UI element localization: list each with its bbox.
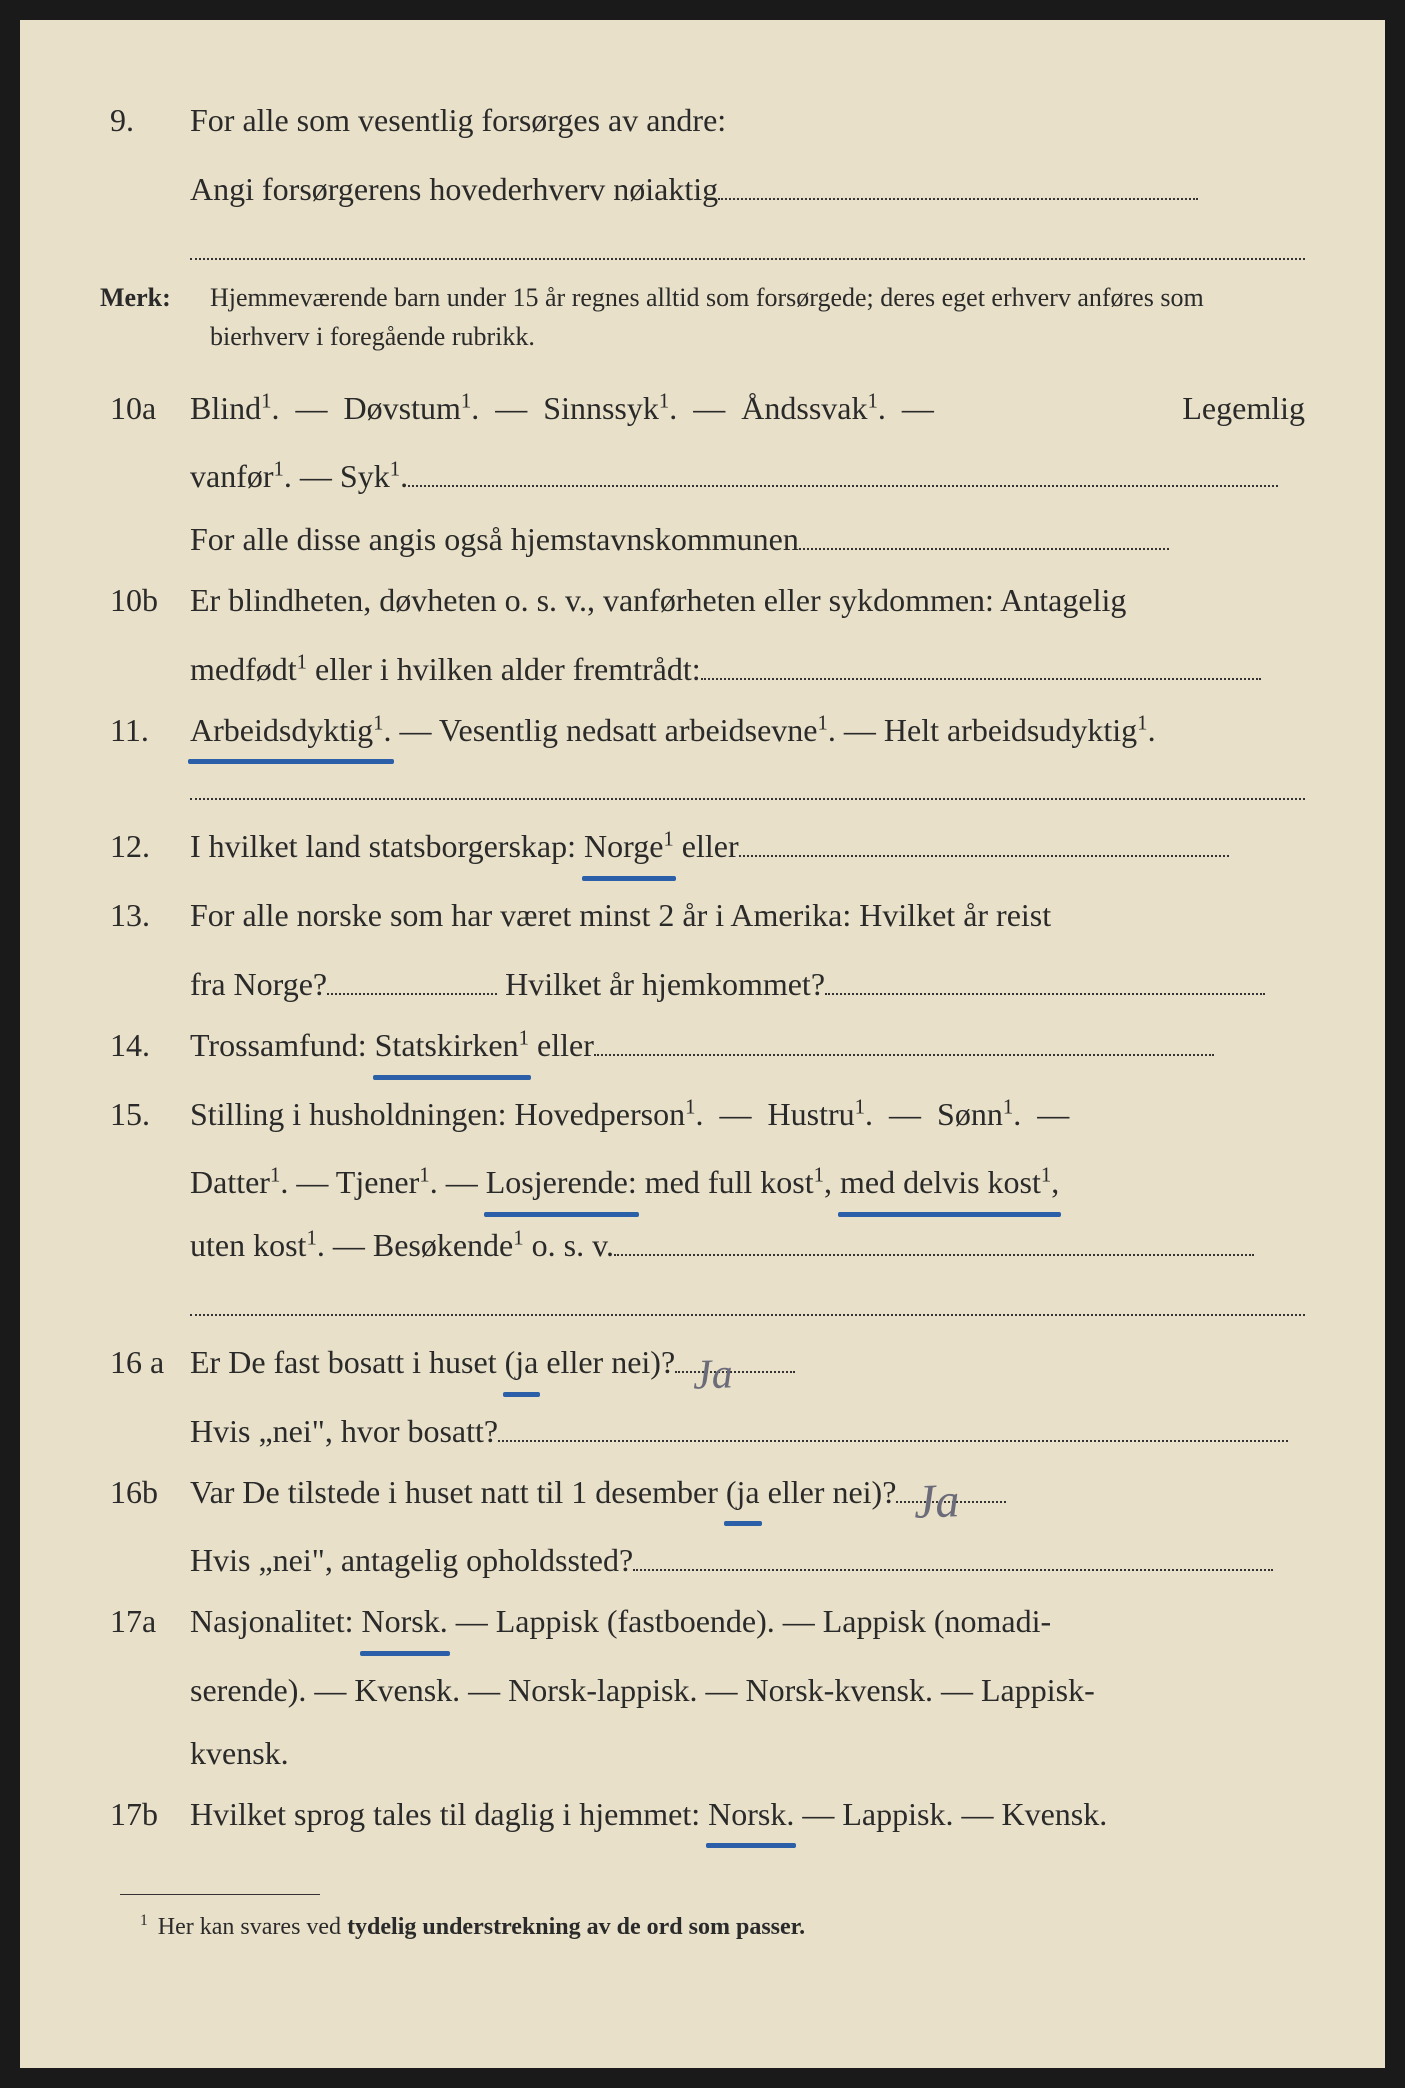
footnote: 1Her kan svares ved tydelig understrekni… (100, 1905, 1305, 1951)
q15-line3: uten kost1. — Besøkende1 o. s. v. (190, 1215, 1305, 1276)
question-11: 11. Arbeidsdyktig1. — Vesentlig nedsatt … (100, 700, 1305, 761)
q13-line1: For alle norske som har været minst 2 år… (190, 885, 1305, 946)
q13-line2: fra Norge? Hvilket år hjemkommet? (190, 954, 1305, 1015)
q16a-ja-underlined: (ja (505, 1332, 539, 1393)
census-form-page: 9. For alle som vesentlig forsørges av a… (20, 20, 1385, 2068)
merk-label: Merk: (100, 278, 210, 356)
q17b-content: Hvilket sprog tales til daglig i hjemmet… (190, 1784, 1305, 1845)
footnote-separator (120, 1894, 320, 1895)
q16b-number: 16b (100, 1462, 190, 1523)
q10a-line3: For alle disse angis også hjemstavnskomm… (190, 521, 799, 557)
q14-statskirken-underlined: Statskirken1 (375, 1015, 529, 1076)
q17a-line3: kvensk. (190, 1723, 1305, 1784)
question-14: 14. Trossamfund: Statskirken1 eller (100, 1015, 1305, 1076)
question-12: 12. I hvilket land statsborgerskap: Norg… (100, 816, 1305, 877)
q10b-number: 10b (100, 570, 190, 631)
q15-losjerende-underlined: Losjerende: (486, 1152, 637, 1213)
q17b-number: 17b (100, 1784, 190, 1845)
q13-number: 13. (100, 885, 190, 946)
q12-number: 12. (100, 816, 190, 877)
q15-blank (190, 1292, 1305, 1316)
q16b-ja-underlined: (ja (726, 1462, 760, 1523)
q16a-answer: Ja (692, 1335, 734, 1416)
q16b-line2: Hvis „nei", antagelig opholdssted? (190, 1530, 1305, 1591)
question-17a: 17a Nasjonalitet: Norsk. — Lappisk (fast… (100, 1591, 1305, 1652)
q10a-number: 10a (100, 378, 190, 439)
q15-line1: Stilling i husholdningen: Hovedperson1. … (190, 1084, 1305, 1145)
q10a-line1: Blind1. — Døvstum1. — Sinnssyk1. — Åndss… (190, 378, 1305, 439)
q16b-answer: Ja (913, 1455, 961, 1548)
q9-line1: For alle som vesentlig forsørges av andr… (190, 90, 1305, 151)
question-9: 9. For alle som vesentlig forsørges av a… (100, 90, 1305, 151)
question-17b: 17b Hvilket sprog tales til daglig i hje… (100, 1784, 1305, 1845)
q11-number: 11. (100, 700, 190, 761)
q9-line2-container: Angi forsørgerens hovederhverv nøiaktig (190, 159, 1305, 220)
merk-note: Merk: Hjemmeværende barn under 15 år reg… (100, 278, 1305, 356)
q11-opt1-underlined: Arbeidsdyktig1. (190, 700, 392, 761)
q9-line2: Angi forsørgerens hovederhverv nøiaktig (190, 171, 718, 207)
q17b-norsk-underlined: Norsk. (708, 1784, 794, 1845)
q17a-line1: Nasjonalitet: Norsk. — Lappisk (fastboen… (190, 1591, 1305, 1652)
q14-content: Trossamfund: Statskirken1 eller (190, 1015, 1305, 1076)
question-10b: 10b Er blindheten, døvheten o. s. v., va… (100, 570, 1305, 631)
question-16a: 16 a Er De fast bosatt i huset (ja eller… (100, 1332, 1305, 1393)
q12-content: I hvilket land statsborgerskap: Norge1 e… (190, 816, 1305, 877)
q11-content: Arbeidsdyktig1. — Vesentlig nedsatt arbe… (190, 700, 1305, 761)
q10a-line2: vanfør1. — Syk1. (190, 446, 1305, 507)
q10a-line3-container: For alle disse angis også hjemstavnskomm… (190, 509, 1305, 570)
question-13: 13. For alle norske som har været minst … (100, 885, 1305, 946)
q16b-line1: Var De tilstede i huset natt til 1 desem… (190, 1462, 1305, 1523)
q9-number: 9. (100, 90, 190, 151)
question-15: 15. Stilling i husholdningen: Hovedperso… (100, 1084, 1305, 1145)
q10b-line2: medfødt1 eller i hvilken alder fremtrådt… (190, 639, 1305, 700)
question-10a: 10a Blind1. — Døvstum1. — Sinnssyk1. — Å… (100, 378, 1305, 439)
q17a-line2: serende). — Kvensk. — Norsk-lappisk. — N… (190, 1660, 1305, 1721)
q15-line2: Datter1. — Tjener1. — Losjerende: med fu… (190, 1152, 1305, 1213)
q11-blank (190, 776, 1305, 800)
q15-number: 15. (100, 1084, 190, 1145)
question-16b: 16b Var De tilstede i huset natt til 1 d… (100, 1462, 1305, 1523)
merk-text: Hjemmeværende barn under 15 år regnes al… (210, 278, 1305, 356)
q16a-line1: Er De fast bosatt i huset (ja eller nei)… (190, 1332, 1305, 1393)
q14-number: 14. (100, 1015, 190, 1076)
q16a-line2: Hvis „nei", hvor bosatt? (190, 1401, 1305, 1462)
q15-delvis-underlined: med delvis kost1, (840, 1152, 1059, 1213)
q10b-line1: Er blindheten, døvheten o. s. v., vanfør… (190, 570, 1305, 631)
q17a-norsk-underlined: Norsk. (362, 1591, 448, 1652)
q12-norge-underlined: Norge1 (584, 816, 674, 877)
q9-blank-line (190, 236, 1305, 260)
q17a-number: 17a (100, 1591, 190, 1652)
q16a-number: 16 a (100, 1332, 190, 1393)
